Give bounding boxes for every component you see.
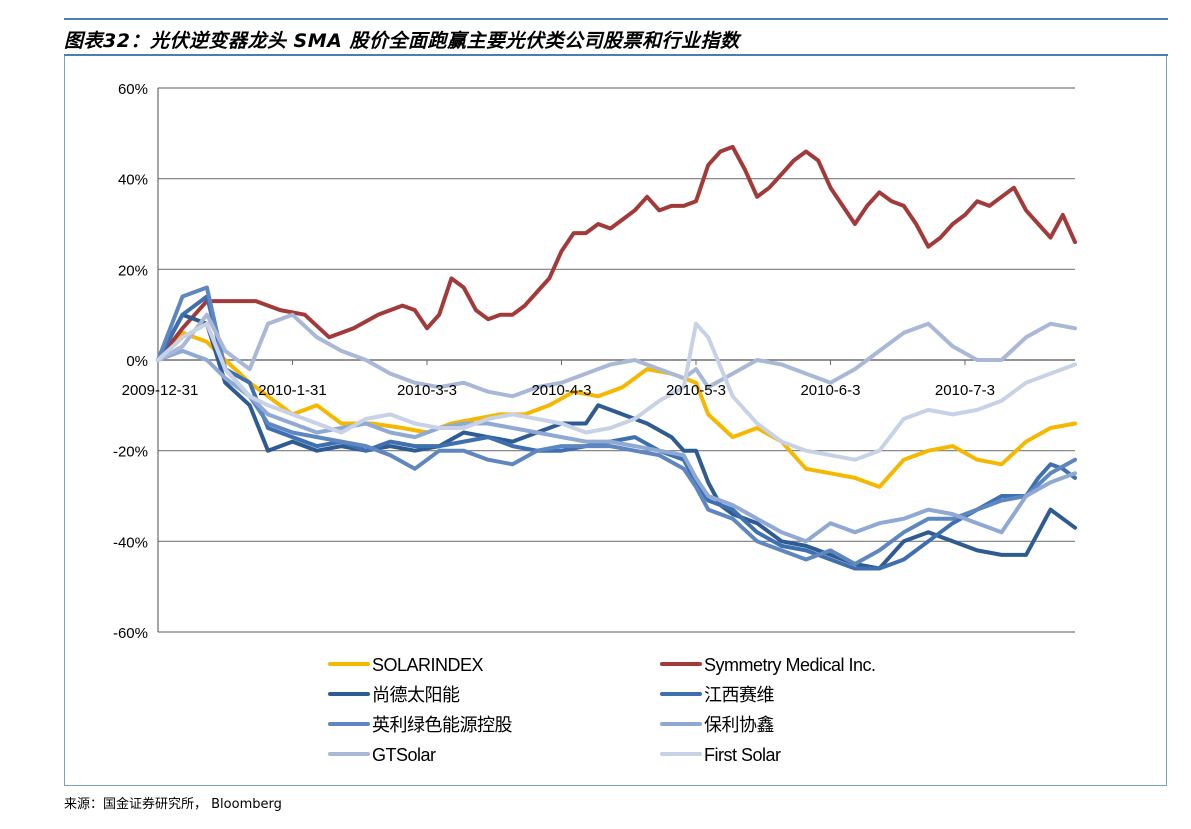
legend-label: 保利协鑫 [704, 715, 774, 735]
y-tick-label: -60% [113, 625, 148, 642]
series-line [156, 144, 1077, 362]
top-rule [64, 18, 1168, 20]
y-tick-label: 60% [118, 81, 148, 98]
x-tick-label: 2010-5-3 [666, 382, 726, 399]
x-tick-label: 2010-3-3 [397, 382, 457, 399]
legend-label: 江西赛维 [704, 685, 774, 705]
x-tick-label: 2010-6-3 [800, 382, 860, 399]
x-tick-label: 2010-1-31 [258, 382, 326, 399]
x-tick-labels: 2009-12-31 2010-1-31 2010-3-3 2010-4-3 2010-… [122, 382, 995, 399]
series-lines [156, 144, 1077, 571]
legend-label: First Solar [704, 745, 781, 765]
y-tick-labels: 60% 40% 20% 0% -20% -40% -60% [113, 81, 148, 642]
series-line [156, 321, 1077, 462]
figure-title: 图表32：光伏逆变器龙头 SMA 股价全面跑赢主要光伏类公司股票和行业指数 [64, 30, 740, 52]
y-tick-label: -40% [113, 534, 148, 551]
legend-label: SOLARINDEX [372, 655, 484, 675]
y-tick-label: 0% [126, 353, 148, 370]
x-tick-label: 2010-7-3 [935, 382, 995, 399]
legend: SOLARINDEX Symmetry Medical Inc. 尚德太阳能 江西赛维… [328, 655, 876, 765]
x-tick-label: 2010-4-3 [531, 382, 591, 399]
y-tick-label: 20% [118, 262, 148, 279]
series-line [156, 285, 1077, 566]
title-rule [64, 54, 1168, 56]
legend-label: 英利绿色能源控股 [372, 715, 512, 735]
gridlines [158, 87, 1075, 633]
source-note: 来源：国金证券研究所， Bloomberg [64, 797, 282, 812]
legend-label: 尚德太阳能 [372, 685, 460, 705]
series-line [156, 348, 1077, 544]
legend-label: Symmetry Medical Inc. [704, 655, 876, 675]
series-line [156, 312, 1077, 399]
legend-label: GTSolar [372, 745, 436, 765]
y-tick-label: 40% [118, 172, 148, 189]
series-line [156, 294, 1077, 571]
series-line [156, 312, 1077, 571]
axes [157, 88, 1075, 632]
x-tick-label: 2009-12-31 [122, 382, 199, 399]
y-tick-label: -20% [113, 444, 148, 461]
series-line [156, 330, 1077, 489]
chart-frame [64, 56, 1167, 786]
